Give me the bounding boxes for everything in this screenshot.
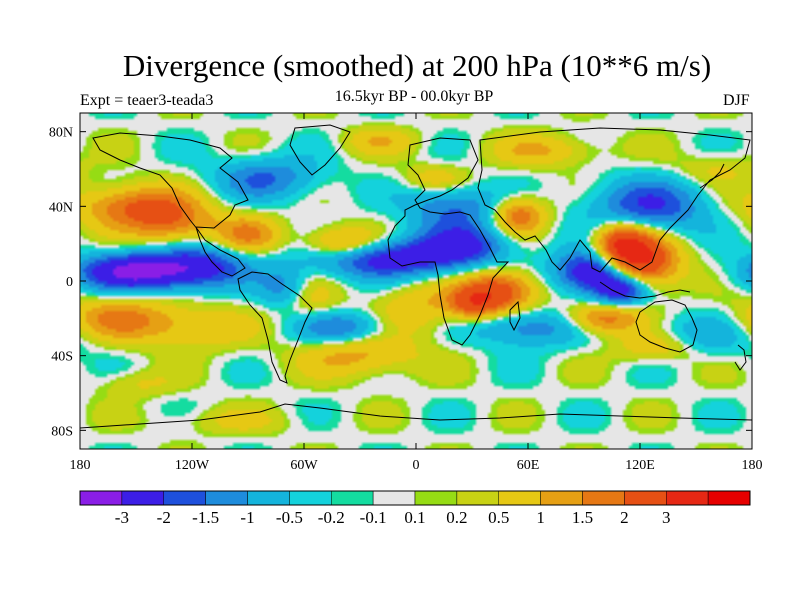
colorbar-swatch <box>206 491 248 505</box>
colorbar-label: 0.2 <box>446 508 467 527</box>
lon-tick-label: 120W <box>175 458 210 473</box>
colorbar-swatch <box>373 491 415 505</box>
colorbar-label: -0.1 <box>360 508 387 527</box>
colorbar-label: 2 <box>620 508 629 527</box>
colorbar-swatch <box>666 491 708 505</box>
lat-tick-label: 80N <box>49 126 73 141</box>
lat-tick-label: 80S <box>51 424 73 439</box>
colorbar-swatch <box>624 491 666 505</box>
map-panel <box>80 113 752 449</box>
colorbar-swatch <box>457 491 499 505</box>
colorbar-swatch <box>541 491 583 505</box>
lat-tick-label: 40N <box>49 200 73 215</box>
colorbar-swatch <box>708 491 750 505</box>
colorbar-label: -2 <box>157 508 171 527</box>
divergence-field <box>80 113 752 449</box>
colorbar-swatch <box>248 491 290 505</box>
colorbar-swatch <box>331 491 373 505</box>
colorbar-label: 0.1 <box>404 508 425 527</box>
colorbar-swatch <box>122 491 164 505</box>
lat-tick-label: 0 <box>66 275 73 290</box>
lon-tick-label: 60W <box>290 458 318 473</box>
lon-tick-label: 0 <box>413 458 420 473</box>
colorbar: -3 -2 -1.5 -1 -0.5 -0.2 -0.1 0.1 0.2 0.5 1 1.5 2 3 <box>80 491 750 527</box>
lon-tick-label: 180 <box>70 458 91 473</box>
colorbar-label: -0.2 <box>318 508 345 527</box>
lon-tick-label: 180 <box>742 458 763 473</box>
colorbar-label: -1 <box>240 508 254 527</box>
colorbar-label: 0.5 <box>488 508 509 527</box>
colorbar-swatch <box>583 491 625 505</box>
lon-tick-label: 60E <box>517 458 540 473</box>
colorbar-swatch <box>80 491 122 505</box>
colorbar-label: -0.5 <box>276 508 303 527</box>
colorbar-label: 1 <box>536 508 545 527</box>
colorbar-swatch <box>499 491 541 505</box>
colorbar-swatch <box>289 491 331 505</box>
colorbar-label: 1.5 <box>572 508 593 527</box>
colorbar-label: -1.5 <box>192 508 219 527</box>
divergence-map-figure: 80N40N040S80S180 120W 60W 0 60E 120E 180 -3 -2-… <box>0 0 800 600</box>
colorbar-label: 3 <box>662 508 671 527</box>
lat-tick-label: 40S <box>51 350 73 365</box>
colorbar-label: -3 <box>115 508 129 527</box>
colorbar-swatch <box>415 491 457 505</box>
lon-tick-label: 120E <box>625 458 655 473</box>
colorbar-swatch <box>164 491 206 505</box>
